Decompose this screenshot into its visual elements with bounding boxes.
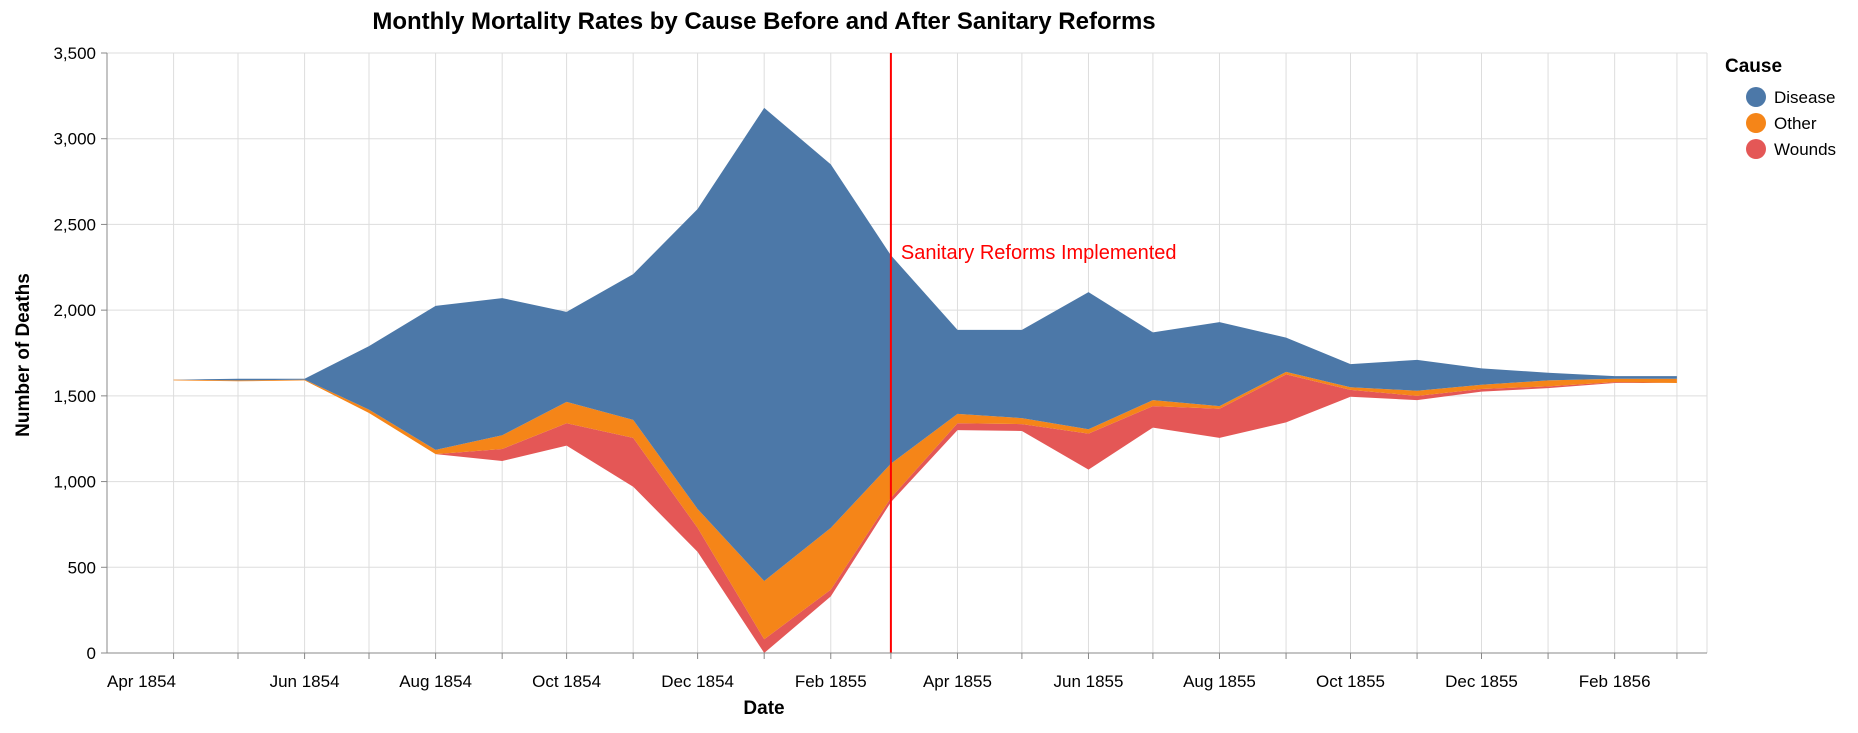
x-tick-label: Feb 1856 [1579,672,1651,691]
y-tick-label: 1,500 [53,387,96,406]
legend: Cause Disease Other Wounds [1725,56,1836,159]
x-tick-label: Feb 1855 [795,672,867,691]
x-tick-label: Oct 1854 [532,672,601,691]
y-tick-label: 3,500 [53,44,96,63]
area-disease [173,107,1677,582]
y-tick-label: 0 [87,644,96,663]
x-tick-label: Apr 1854 [107,672,176,691]
legend-swatch-disease [1746,87,1766,107]
y-tick-label: 500 [68,558,96,577]
legend-title: Cause [1725,56,1782,77]
reform-annotation-label: Sanitary Reforms Implemented [901,242,1177,264]
x-tick-label: Oct 1855 [1316,672,1385,691]
legend-label-other: Other [1774,114,1817,133]
axes: 0 500 1,000 1,500 2,000 2,500 3,000 3,500 Apr 18… [53,44,1707,691]
x-tick-label: Jun 1854 [270,672,340,691]
legend-swatch-other [1746,113,1766,133]
x-tick-label: Dec 1855 [1445,672,1518,691]
stream-areas [173,107,1677,653]
y-tick-label: 3,000 [53,130,96,149]
y-tick-label: 2,500 [53,215,96,234]
legend-swatch-wounds [1746,139,1766,159]
y-axis-title: Number of Deaths [13,273,34,437]
x-tick-label: Aug 1855 [1183,672,1256,691]
x-tick-label: Apr 1855 [923,672,992,691]
y-tick-label: 1,000 [53,473,96,492]
x-tick-label: Dec 1854 [661,672,734,691]
x-tick-label: Jun 1855 [1054,672,1124,691]
annotation: Sanitary Reforms Implemented [889,53,1177,653]
area-wounds [173,374,1677,653]
x-axis-title: Date [743,698,784,719]
legend-label-wounds: Wounds [1774,140,1836,159]
chart-title: Monthly Mortality Rates by Cause Before … [372,8,1155,35]
y-tick-label: 2,000 [53,301,96,320]
x-tick-label: Aug 1854 [399,672,472,691]
legend-label-disease: Disease [1774,88,1835,107]
